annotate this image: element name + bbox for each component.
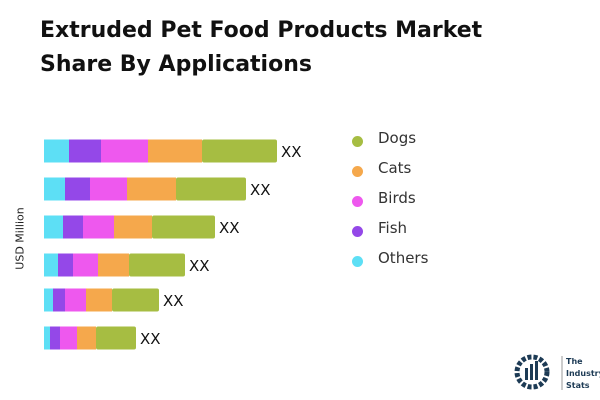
bar-segment-others bbox=[44, 326, 50, 350]
bar-segment-others bbox=[44, 215, 63, 239]
legend-label: Birds bbox=[378, 189, 416, 207]
bar-segment-cats bbox=[148, 139, 202, 163]
data-label: XX bbox=[281, 143, 302, 161]
svg-text:Industry: Industry bbox=[566, 369, 600, 378]
bar-segment-cats bbox=[77, 326, 96, 350]
bar-segment-cats bbox=[98, 253, 129, 277]
data-label: XX bbox=[163, 292, 184, 310]
chart-title: Extruded Pet Food Products Market Share … bbox=[40, 18, 483, 77]
bar-segment-others bbox=[44, 288, 53, 312]
data-label: XX bbox=[219, 219, 240, 237]
legend-swatch bbox=[352, 166, 363, 177]
logo: The Industry Stats bbox=[512, 350, 600, 394]
bar-segment-dogs bbox=[96, 326, 136, 350]
bar-segment-dogs bbox=[202, 139, 277, 163]
legend-swatch bbox=[352, 136, 363, 147]
gear-wrench-icon: The Industry Stats bbox=[514, 354, 600, 390]
bar-segment-dogs bbox=[112, 288, 159, 312]
bar-segment-cats bbox=[114, 215, 152, 239]
legend-label: Cats bbox=[378, 159, 412, 177]
bar-segment-cats bbox=[127, 177, 176, 201]
bar-segment-cats bbox=[86, 288, 112, 312]
bar-segment-birds bbox=[90, 177, 127, 201]
svg-text:The: The bbox=[566, 357, 583, 366]
legend-label: Others bbox=[378, 249, 429, 267]
bar-segment-dogs bbox=[176, 177, 246, 201]
bar-segment-fish bbox=[65, 177, 90, 201]
data-label: XX bbox=[189, 257, 210, 275]
legend-swatch bbox=[352, 196, 363, 207]
legend-label: Fish bbox=[378, 219, 408, 237]
bar-segment-others bbox=[44, 253, 58, 277]
bar-segment-fish bbox=[58, 253, 73, 277]
legend-swatch bbox=[352, 256, 363, 267]
bar-segment-birds bbox=[101, 139, 148, 163]
data-label: XX bbox=[140, 330, 161, 348]
bar-segment-fish bbox=[63, 215, 83, 239]
bar-segment-dogs bbox=[152, 215, 215, 239]
svg-text:Stats: Stats bbox=[566, 381, 590, 390]
bar-segment-birds bbox=[65, 288, 86, 312]
bar-segment-birds bbox=[83, 215, 114, 239]
bar-segment-birds bbox=[60, 326, 77, 350]
bar-segment-fish bbox=[69, 139, 101, 163]
bar-segment-dogs bbox=[129, 253, 185, 277]
legend-swatch bbox=[352, 226, 363, 237]
bar-segment-fish bbox=[50, 326, 60, 350]
legend-label: Dogs bbox=[378, 129, 417, 147]
bar-segment-others bbox=[44, 177, 65, 201]
bar-segment-birds bbox=[73, 253, 98, 277]
data-label: XX bbox=[250, 181, 271, 199]
bar-segment-fish bbox=[53, 288, 65, 312]
bar-segment-others bbox=[44, 139, 69, 163]
